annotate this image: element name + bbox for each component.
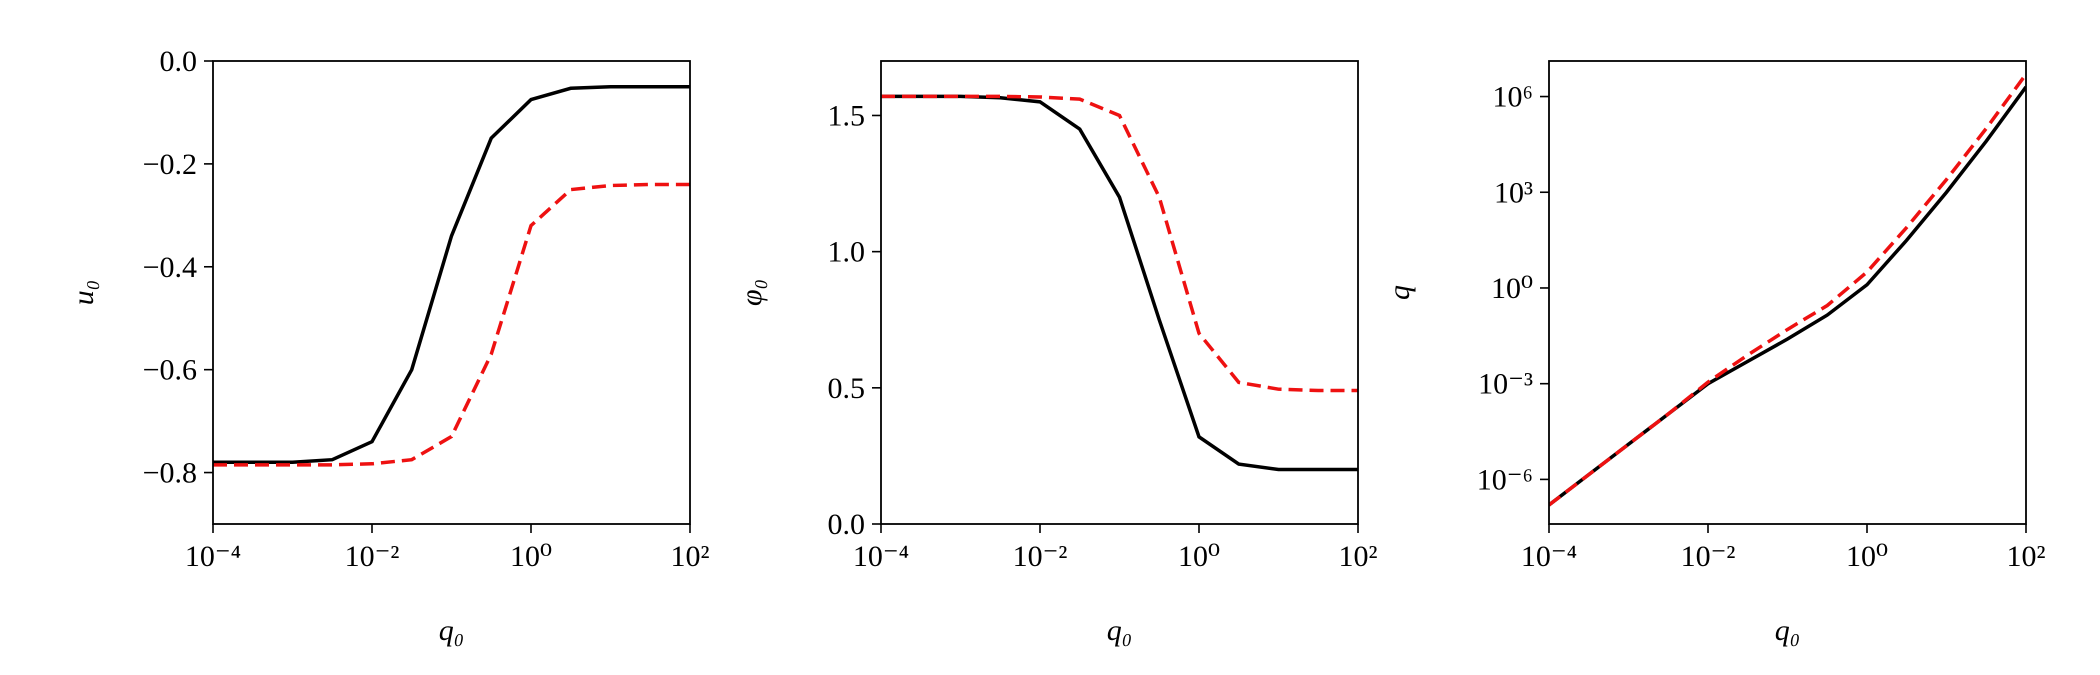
- y-tick-label: −0.6: [143, 354, 197, 387]
- line-series: [213, 84, 690, 465]
- line-series: [1549, 85, 2026, 507]
- line-series: [213, 182, 690, 467]
- y-tick-label: 10⁻⁶: [1477, 463, 1533, 496]
- x-tick-label: 10⁻⁴: [853, 540, 909, 573]
- axes-frame: [1548, 60, 2027, 525]
- x-tick-label: 10⁻²: [345, 540, 400, 573]
- y-tick-label: −0.8: [143, 457, 197, 490]
- line-series: [881, 94, 1358, 393]
- x-tick-label: 10⁰: [1178, 540, 1220, 573]
- y-tick-label: 0.5: [828, 372, 866, 405]
- y-tick-label: 10³: [1494, 176, 1533, 209]
- x-axis-label: q₀: [1775, 614, 1800, 647]
- x-tick-label: 10²: [2007, 540, 2046, 573]
- x-axis-label: q₀: [1107, 614, 1132, 647]
- x-tick-label: 10⁻⁴: [1521, 540, 1577, 573]
- x-axis-label: q₀: [439, 614, 464, 647]
- y-tick-label: 10⁻³: [1478, 368, 1533, 401]
- x-tick-label: 10⁻⁴: [185, 540, 241, 573]
- y-axis-label: q: [1383, 285, 1416, 300]
- axes-frame: [212, 60, 691, 525]
- y-tick-label: 10⁶: [1493, 81, 1533, 114]
- x-tick-label: 10⁰: [1846, 540, 1888, 573]
- y-axis-label: φ₀: [735, 279, 768, 306]
- y-axis-label: u₀: [67, 280, 100, 305]
- line-series: [1549, 73, 2026, 507]
- y-tick-label: 1.0: [828, 236, 866, 269]
- x-tick-label: 10⁰: [510, 540, 552, 573]
- line-series: [881, 94, 1358, 472]
- y-tick-label: 10⁰: [1491, 272, 1533, 305]
- x-tick-label: 10²: [671, 540, 710, 573]
- x-tick-label: 10⁻²: [1681, 540, 1736, 573]
- axes-frame: [880, 60, 1359, 525]
- y-tick-label: −0.4: [143, 251, 197, 284]
- y-tick-label: 0.0: [828, 508, 866, 541]
- y-tick-label: 0.0: [160, 45, 198, 78]
- x-tick-label: 10²: [1339, 540, 1378, 573]
- y-tick-label: −0.2: [143, 148, 197, 181]
- y-tick-label: 1.5: [828, 99, 866, 132]
- x-tick-label: 10⁻²: [1013, 540, 1068, 573]
